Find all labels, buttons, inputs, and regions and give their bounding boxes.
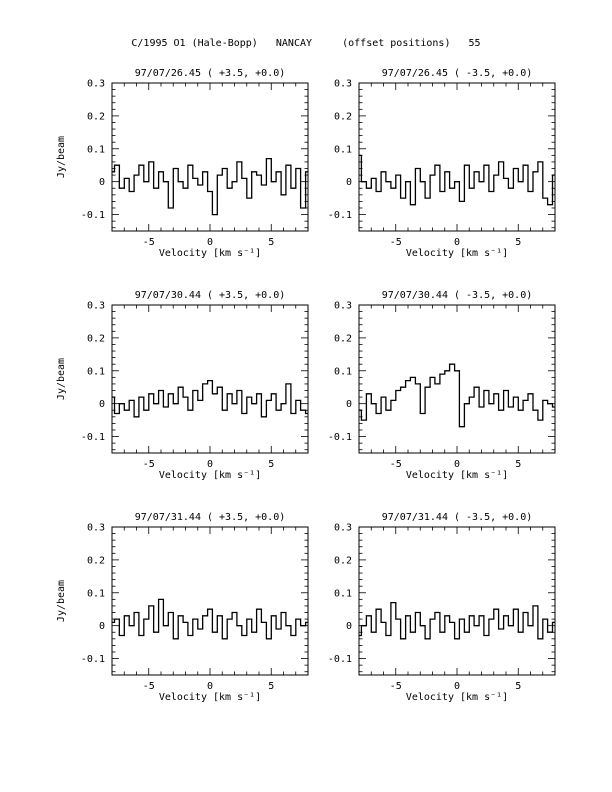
spectrum-line xyxy=(112,157,308,216)
x-tick-label: 0 xyxy=(207,237,213,248)
spectrum-panel-2: 97/07/26.45 ( -3.5, +0.0) -0.1 0 0.1 0.2 0.3 -… xyxy=(328,68,556,259)
y-tick-label: 0.1 xyxy=(87,366,105,377)
y-tick-label: 0.3 xyxy=(87,523,105,534)
y-tick-label: 0.2 xyxy=(334,555,352,566)
x-tick-label: 5 xyxy=(515,459,521,470)
y-tick-label: 0 xyxy=(346,621,352,632)
y-tick-label: 0.1 xyxy=(87,144,105,155)
spectrum-panel-3: 97/07/30.44 ( +3.5, +0.0) -0.1 0 0.1 0.2 0.3 -… xyxy=(56,290,309,481)
axes-frame xyxy=(358,526,556,676)
x-tick-label: 5 xyxy=(268,681,274,692)
spectrum-line xyxy=(359,601,555,640)
axes-frame xyxy=(111,82,309,232)
x-axis-label: Velocity [km s⁻¹] xyxy=(406,248,508,259)
spectrum-line xyxy=(112,598,308,640)
x-tick-label: -5 xyxy=(390,237,402,248)
x-axis-label: Velocity [km s⁻¹] xyxy=(159,692,261,703)
y-tick-label: 0.1 xyxy=(87,588,105,599)
y-tick-label: 0.2 xyxy=(87,333,105,344)
panel-title: 97/07/30.44 ( -3.5, +0.0) xyxy=(382,290,533,301)
spectrum-line xyxy=(359,154,555,206)
y-tick-label: -0.1 xyxy=(328,654,352,665)
y-tick-label: 0.2 xyxy=(87,555,105,566)
y-tick-label: 0.1 xyxy=(334,144,352,155)
panel-title: 97/07/26.45 ( -3.5, +0.0) xyxy=(382,68,533,79)
y-tick-label: 0 xyxy=(99,399,105,410)
x-tick-label: -5 xyxy=(143,681,155,692)
y-tick-label: 0 xyxy=(99,177,105,188)
y-tick-label: 0.3 xyxy=(334,79,352,90)
x-tick-label: 0 xyxy=(454,237,460,248)
panel-title: 97/07/31.44 ( -3.5, +0.0) xyxy=(382,512,533,523)
panel-title: 97/07/30.44 ( +3.5, +0.0) xyxy=(135,290,286,301)
y-axis-label: Jy/beam xyxy=(56,580,67,622)
x-tick-label: 5 xyxy=(515,681,521,692)
y-tick-label: 0.3 xyxy=(87,301,105,312)
x-axis-label: Velocity [km s⁻¹] xyxy=(406,470,508,481)
x-tick-label: 5 xyxy=(268,237,274,248)
x-tick-label: 0 xyxy=(207,681,213,692)
axes-frame xyxy=(111,304,309,454)
y-tick-label: 0.2 xyxy=(334,111,352,122)
x-tick-label: -5 xyxy=(143,459,155,470)
y-tick-label: 0.1 xyxy=(334,588,352,599)
axes-frame xyxy=(358,304,556,454)
x-axis-label: Velocity [km s⁻¹] xyxy=(159,248,261,259)
spectrum-line xyxy=(359,363,555,428)
x-axis-label: Velocity [km s⁻¹] xyxy=(159,470,261,481)
x-axis-label: Velocity [km s⁻¹] xyxy=(406,692,508,703)
page-title: C/1995 O1 (Hale-Bopp) NANCAY (offset pos… xyxy=(131,38,481,49)
x-tick-label: 0 xyxy=(207,459,213,470)
x-tick-label: 0 xyxy=(454,459,460,470)
y-tick-label: -0.1 xyxy=(81,432,105,443)
x-tick-label: -5 xyxy=(390,459,402,470)
y-tick-label: -0.1 xyxy=(81,654,105,665)
y-tick-label: 0.3 xyxy=(87,79,105,90)
y-tick-label: 0.1 xyxy=(334,366,352,377)
y-tick-label: 0 xyxy=(346,399,352,410)
spectrum-panel-1: 97/07/26.45 ( +3.5, +0.0) -0.1 0 0.1 0.2 0.3 -… xyxy=(56,68,309,259)
axes-frame xyxy=(358,82,556,232)
spectrum-panel-6: 97/07/31.44 ( -3.5, +0.0) -0.1 0 0.1 0.2 0.3 -… xyxy=(328,512,556,703)
y-tick-label: -0.1 xyxy=(328,210,352,221)
y-tick-label: 0.2 xyxy=(334,333,352,344)
x-tick-label: -5 xyxy=(143,237,155,248)
x-tick-label: 5 xyxy=(515,237,521,248)
y-tick-label: 0.2 xyxy=(87,111,105,122)
spectrum-line xyxy=(112,379,308,418)
y-tick-label: 0.3 xyxy=(334,523,352,534)
y-axis-label: Jy/beam xyxy=(56,358,67,400)
panel-title: 97/07/26.45 ( +3.5, +0.0) xyxy=(135,68,286,79)
y-tick-label: 0 xyxy=(99,621,105,632)
y-tick-label: -0.1 xyxy=(328,432,352,443)
y-tick-label: 0.3 xyxy=(334,301,352,312)
x-tick-label: 0 xyxy=(454,681,460,692)
spectrum-panel-4: 97/07/30.44 ( -3.5, +0.0) -0.1 0 0.1 0.2 0.3 -… xyxy=(328,290,556,481)
y-tick-label: 0 xyxy=(346,177,352,188)
axes-frame xyxy=(111,526,309,676)
x-tick-label: -5 xyxy=(390,681,402,692)
spectrum-panel-5: 97/07/31.44 ( +3.5, +0.0) -0.1 0 0.1 0.2 0.3 -… xyxy=(56,512,309,703)
x-tick-label: 5 xyxy=(268,459,274,470)
panel-title: 97/07/31.44 ( +3.5, +0.0) xyxy=(135,512,286,523)
y-axis-label: Jy/beam xyxy=(56,136,67,178)
y-tick-label: -0.1 xyxy=(81,210,105,221)
